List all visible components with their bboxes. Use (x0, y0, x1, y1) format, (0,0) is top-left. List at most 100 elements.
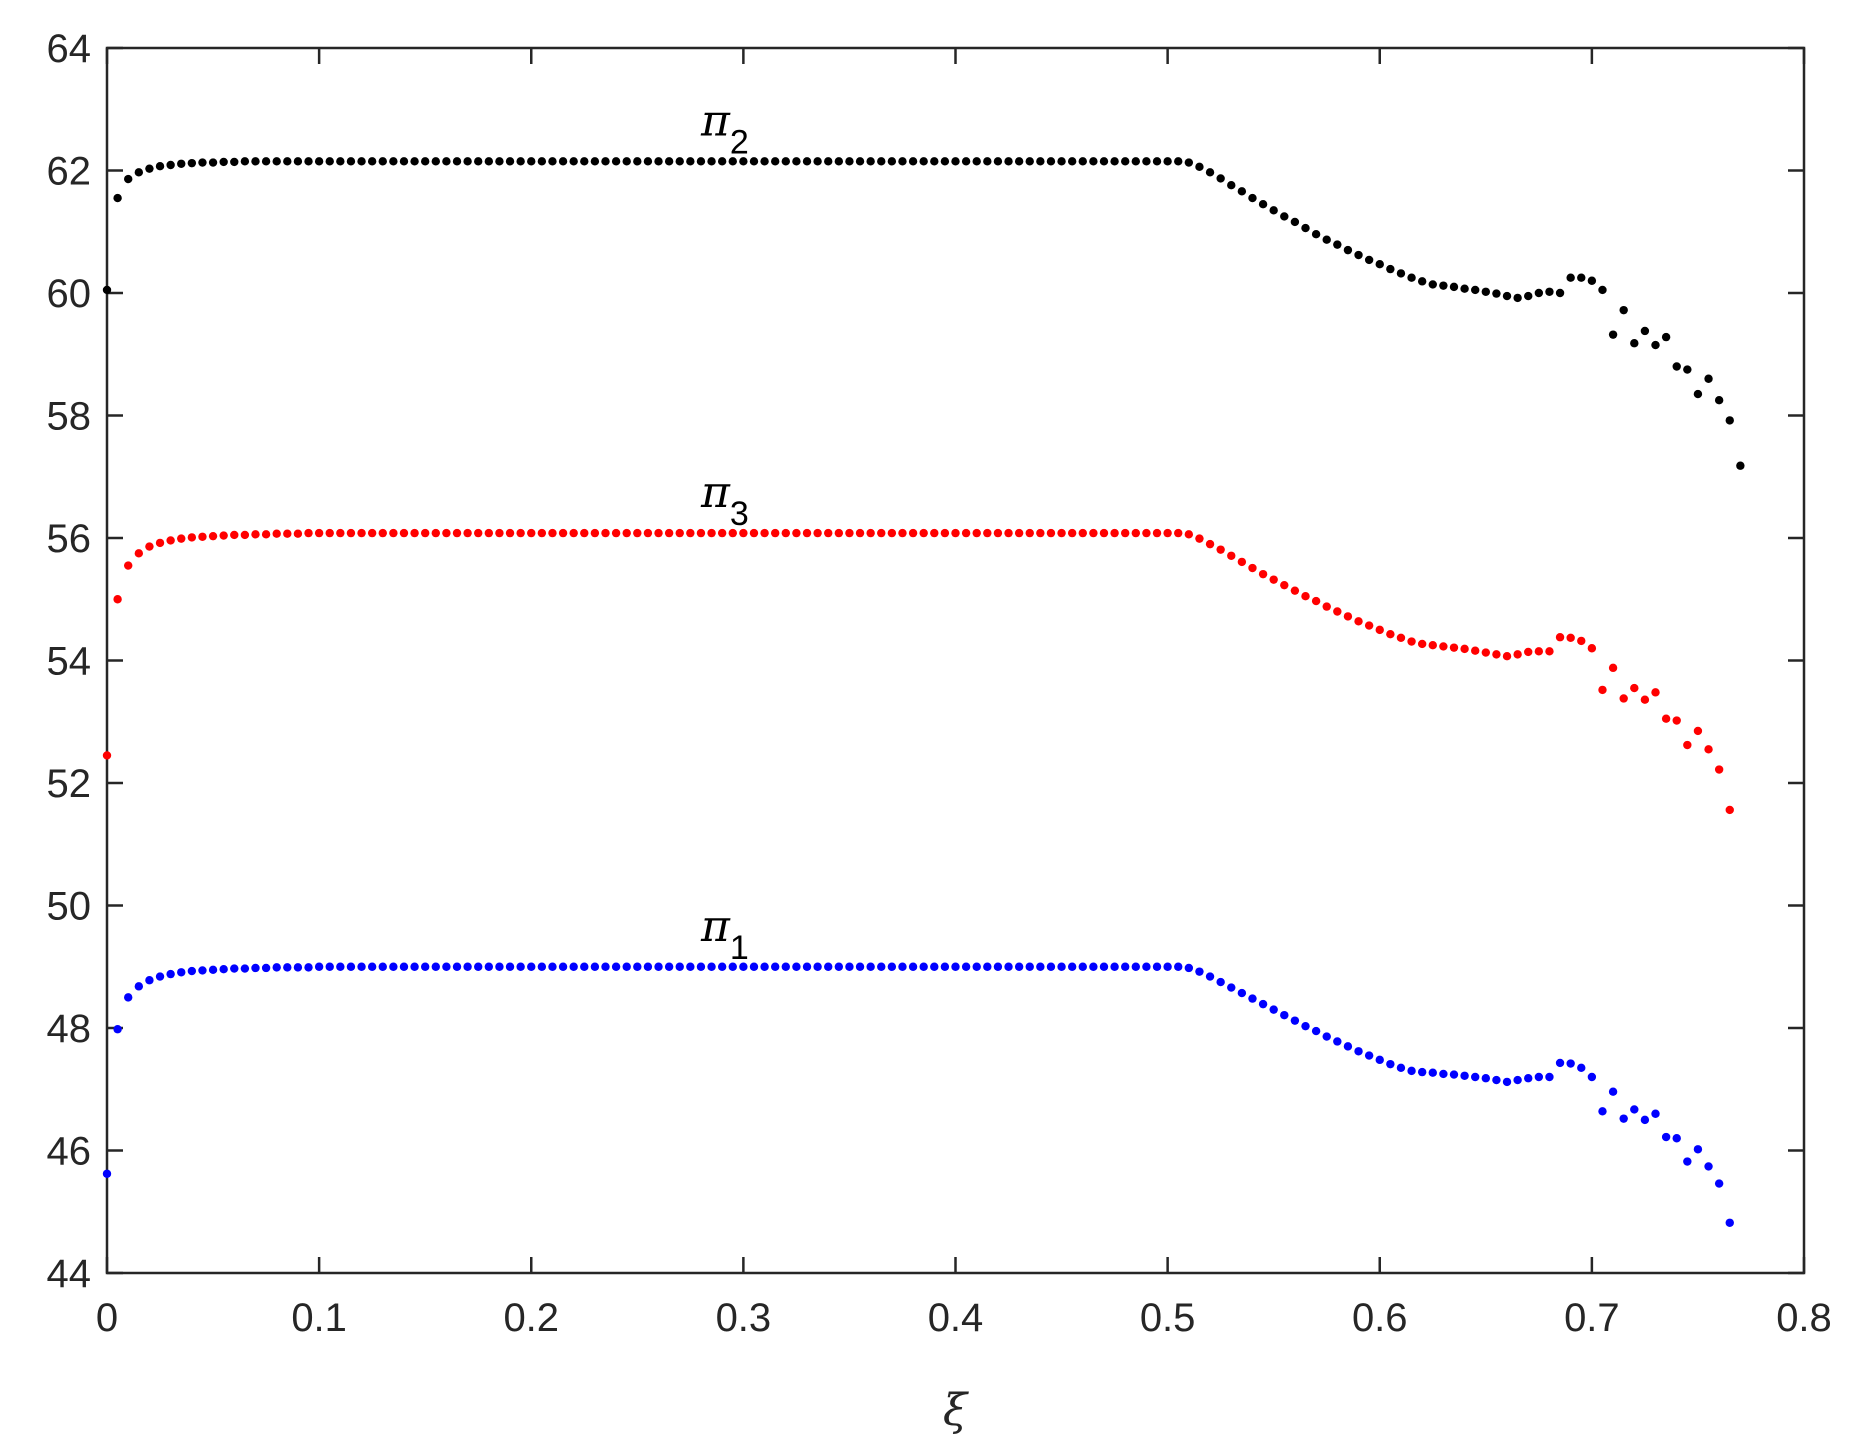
data-point (877, 157, 886, 166)
data-point (1566, 1059, 1575, 1068)
data-point (261, 157, 271, 166)
data-point (304, 963, 313, 972)
y-tick-label: 54 (47, 640, 92, 684)
data-point (420, 962, 430, 971)
series-label: π3 (700, 467, 749, 533)
data-point (452, 157, 462, 166)
data-point (749, 157, 759, 166)
series-2-points (102, 962, 1734, 1227)
data-point (208, 531, 218, 541)
data-point (198, 966, 207, 975)
data-point (1290, 217, 1300, 227)
data-point (696, 528, 706, 538)
data-point (293, 963, 303, 972)
data-point (728, 157, 737, 166)
data-point (961, 157, 971, 166)
data-point (346, 157, 356, 166)
data-point (728, 528, 737, 538)
data-point (452, 962, 462, 971)
data-point (1524, 647, 1533, 657)
data-point (1205, 972, 1215, 981)
data-point (1651, 1109, 1660, 1118)
data-point (399, 157, 409, 166)
data-point (1216, 977, 1225, 987)
data-point (1354, 617, 1363, 626)
data-point (622, 962, 631, 971)
data-point (505, 528, 515, 538)
data-point (516, 528, 525, 538)
data-point (643, 962, 653, 971)
data-point (367, 157, 377, 166)
data-point (166, 536, 175, 545)
data-point (1343, 245, 1353, 255)
data-point (240, 157, 250, 166)
data-point (230, 157, 239, 167)
data-point (633, 157, 642, 166)
data-point (1736, 461, 1745, 470)
data-point (739, 157, 748, 166)
data-point (1067, 528, 1077, 538)
data-point (1311, 230, 1321, 239)
data-point (357, 962, 366, 971)
data-point (1555, 1058, 1565, 1068)
data-point (654, 157, 663, 166)
data-point (940, 157, 950, 166)
data-point (1025, 157, 1034, 166)
y-tick-label: 50 (47, 885, 92, 929)
data-point (919, 528, 928, 538)
data-point (654, 962, 663, 971)
data-point (1110, 528, 1119, 538)
data-point (1661, 714, 1671, 723)
data-point (1630, 1105, 1639, 1114)
data-point (251, 530, 260, 539)
data-point (1354, 250, 1363, 260)
data-point (1248, 994, 1257, 1003)
data-point (1142, 962, 1151, 971)
data-point (1174, 157, 1183, 166)
data-point (792, 962, 801, 971)
data-point (134, 168, 144, 177)
data-point (824, 528, 833, 538)
data-point (1460, 1071, 1469, 1080)
data-point (1502, 1077, 1512, 1087)
data-point (102, 1169, 112, 1178)
data-point (601, 528, 610, 538)
data-point (420, 157, 430, 166)
data-point (527, 157, 536, 166)
data-point (1640, 1115, 1650, 1125)
data-point (558, 962, 568, 971)
data-point (1704, 745, 1713, 754)
data-point (1280, 212, 1289, 221)
data-point (1407, 273, 1416, 282)
data-point (898, 528, 907, 538)
data-point (219, 157, 228, 167)
data-point (537, 962, 547, 971)
data-point (802, 157, 812, 166)
data-point (516, 157, 525, 166)
data-point (1237, 187, 1247, 196)
data-point (770, 157, 780, 166)
data-point (346, 962, 356, 971)
data-point (898, 157, 907, 166)
data-point (569, 528, 578, 538)
data-point (908, 157, 918, 166)
data-point (431, 962, 440, 971)
data-point (527, 962, 536, 971)
data-point (569, 157, 578, 166)
data-point (261, 963, 271, 973)
data-point (834, 962, 844, 971)
data-point (1269, 575, 1278, 584)
data-point (463, 157, 472, 166)
data-point (1057, 962, 1066, 971)
data-point (1608, 663, 1618, 673)
data-point (1396, 633, 1406, 643)
data-point (410, 157, 419, 166)
data-point (813, 528, 822, 538)
data-point (1502, 652, 1512, 661)
data-point (378, 962, 387, 971)
data-point (1036, 962, 1045, 971)
data-point (442, 528, 451, 538)
data-point (548, 528, 557, 538)
data-point (1174, 528, 1183, 538)
